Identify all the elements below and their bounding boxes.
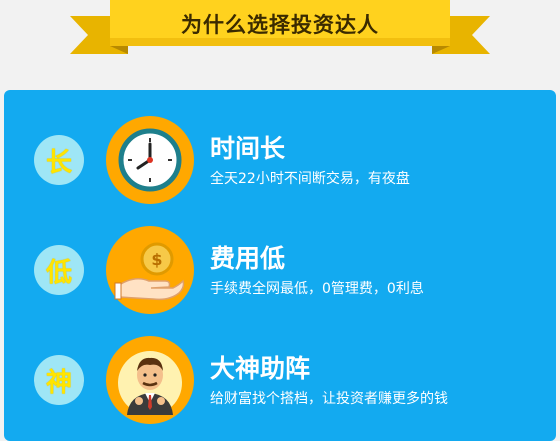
ribbon-banner-shape [70, 0, 490, 54]
page-title: 为什么选择投资达人 [181, 13, 379, 37]
clock-icon [106, 116, 194, 204]
coin-hand-icon: $ [106, 226, 194, 314]
feature-row-expert-support: 神 大神助阵 给财富找个搭档，让投资者赚更多的钱 [4, 322, 556, 432]
feature-badge: 长 [34, 135, 84, 185]
feature-title: 时间长 [210, 134, 286, 163]
feature-row-long-hours: 长 时间长 全天22小时不间断交易，有夜盘 [4, 102, 556, 212]
feature-badge: 低 [34, 245, 84, 295]
feature-row-low-cost: 低 $ 费用低 手续费全网最低，0管理费，0利息 [4, 212, 556, 322]
features-panel: 长 时间长 全天22小时不间断交易，有夜盘 低 [4, 90, 556, 441]
svg-text:$: $ [151, 250, 162, 269]
feature-badge: 神 [34, 355, 84, 405]
businessman-icon [106, 336, 194, 424]
feature-title: 费用低 [210, 244, 286, 273]
header-ribbon: 为什么选择投资达人 [70, 0, 490, 62]
feature-title: 大神助阵 [210, 354, 311, 383]
feature-description: 手续费全网最低，0管理费，0利息 [210, 281, 424, 297]
feature-description: 给财富找个搭档，让投资者赚更多的钱 [210, 391, 448, 407]
feature-description: 全天22小时不间断交易，有夜盘 [210, 171, 410, 187]
